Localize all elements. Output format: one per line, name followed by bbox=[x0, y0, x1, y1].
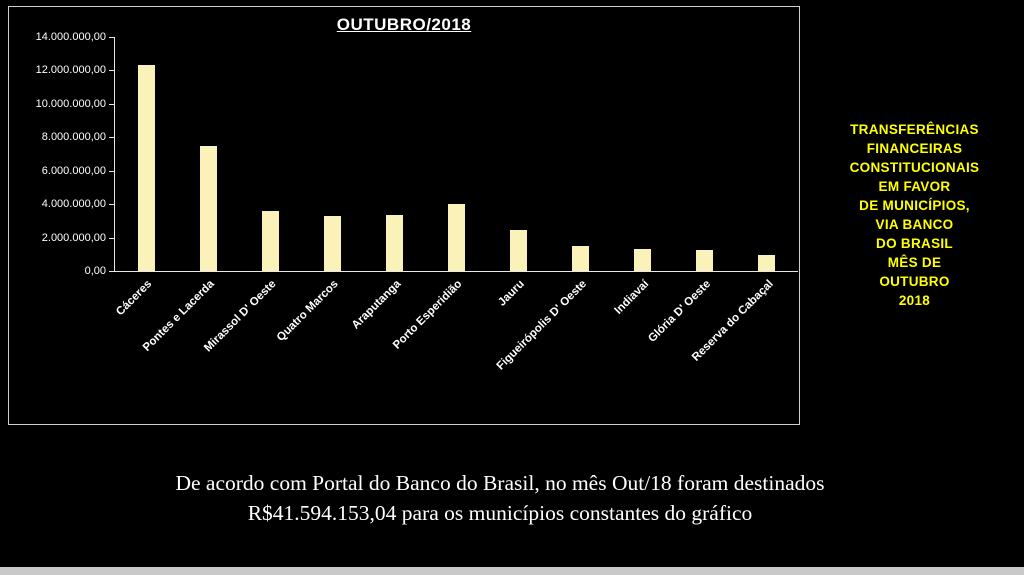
bar bbox=[261, 211, 279, 271]
y-axis-tick-label: 0,00 bbox=[84, 265, 106, 277]
bar-slot: Pontes e Lacerda bbox=[141, 37, 239, 354]
side-note-line: TRANSFERÊNCIAS bbox=[850, 122, 979, 137]
bar bbox=[696, 250, 714, 271]
bar-slot: Reserva do Cabaçal bbox=[690, 37, 798, 364]
y-axis-tick-label: 4.000.000,00 bbox=[41, 198, 106, 211]
bar-slot: Araputanga bbox=[349, 37, 425, 332]
bar bbox=[572, 246, 590, 271]
x-axis-category-label: Cáceres bbox=[114, 278, 155, 319]
y-axis-tick-mark bbox=[109, 170, 114, 172]
bars-container: Cáceres Pontes e Lacerda Mirassol D' Oeste… bbox=[114, 37, 798, 372]
bar bbox=[448, 204, 466, 271]
caption-line-2: R$41.594.153,04 para os municípios const… bbox=[247, 501, 753, 525]
bar-slot: Quatro Marcos bbox=[275, 37, 363, 344]
bar bbox=[323, 216, 341, 271]
side-note-line: 2018 bbox=[898, 293, 931, 308]
y-axis-tick-label: 2.000.000,00 bbox=[41, 231, 106, 244]
y-axis-tick-mark bbox=[109, 70, 114, 72]
bar-slot: Porto Esperidião bbox=[391, 37, 487, 352]
side-note-line: OUTUBRO bbox=[879, 274, 950, 289]
bar-slot: Jauru bbox=[488, 37, 550, 309]
plot-area: Cáceres Pontes e Lacerda Mirassol D' Oeste… bbox=[109, 37, 798, 372]
x-axis-category-label: Indiavaí bbox=[612, 278, 652, 317]
x-axis-category-label: Quatro Marcos bbox=[274, 278, 341, 344]
y-axis: 14.000.000,00 12.000.000,00 10.000.000,00 8… bbox=[9, 31, 106, 277]
bar-slot: Indiavaí bbox=[612, 37, 674, 317]
x-axis-category-label: Araputanga bbox=[349, 278, 403, 332]
x-axis-category-label: Porto Esperidião bbox=[391, 278, 466, 352]
y-axis-tick-label: 10.000.000,00 bbox=[35, 97, 106, 110]
bar bbox=[385, 215, 403, 271]
y-axis-tick-mark bbox=[109, 137, 114, 139]
bar-slot: Figueirópolis D' Oeste bbox=[495, 37, 612, 372]
bottom-border-strip bbox=[0, 567, 1024, 575]
y-axis-tick-mark bbox=[109, 237, 114, 239]
y-axis-tick-label: 14.000.000,00 bbox=[35, 31, 106, 43]
caption: De acordo com Portal do Banco do Brasil,… bbox=[0, 468, 1000, 528]
y-axis-tick-mark bbox=[109, 37, 114, 38]
x-axis-category-label: Jauru bbox=[496, 278, 528, 309]
y-axis-tick-label: 12.000.000,00 bbox=[35, 64, 106, 77]
bar bbox=[634, 249, 652, 271]
y-axis-tick-label: 6.000.000,00 bbox=[41, 164, 106, 177]
side-note-line: CONSTITUCIONAIS bbox=[849, 160, 980, 175]
side-note-line: MÊS DE bbox=[887, 255, 942, 270]
y-axis-tick-mark bbox=[109, 204, 114, 206]
side-note-line: VIA BANCO bbox=[875, 217, 954, 232]
chart-title: OUTUBRO/2018 bbox=[336, 15, 472, 34]
side-note-line: FINANCEIRAS bbox=[866, 141, 963, 156]
bar bbox=[510, 230, 528, 271]
x-axis-category-label: Glória D' Oeste bbox=[646, 278, 714, 345]
bar-slot: Cáceres bbox=[114, 37, 177, 318]
bar bbox=[199, 146, 217, 271]
y-axis-tick-mark bbox=[109, 103, 114, 105]
bar bbox=[137, 65, 155, 271]
y-axis-tick-label: 8.000.000,00 bbox=[41, 131, 106, 144]
side-note: TRANSFERÊNCIAS FINANCEIRAS CONSTITUCIONAIS… bbox=[812, 120, 1017, 310]
side-note-line: DE MUNICÍPIOS, bbox=[859, 198, 970, 213]
side-note-line: EM FAVOR bbox=[878, 179, 951, 194]
caption-line-1: De acordo com Portal do Banco do Brasil,… bbox=[175, 471, 825, 495]
bar-slot: Mirassol D' Oeste bbox=[202, 37, 301, 354]
x-axis-category-label: Mirassol D' Oeste bbox=[202, 278, 279, 355]
bar bbox=[758, 255, 776, 271]
y-axis-tick-mark bbox=[109, 271, 114, 272]
bar-chart-panel: OUTUBRO/2018 14.000.000,00 12.000.000,00 1… bbox=[8, 6, 800, 425]
side-note-line: DO BRASIL bbox=[876, 236, 953, 251]
bar-slot: Glória D' Oeste bbox=[646, 37, 736, 345]
